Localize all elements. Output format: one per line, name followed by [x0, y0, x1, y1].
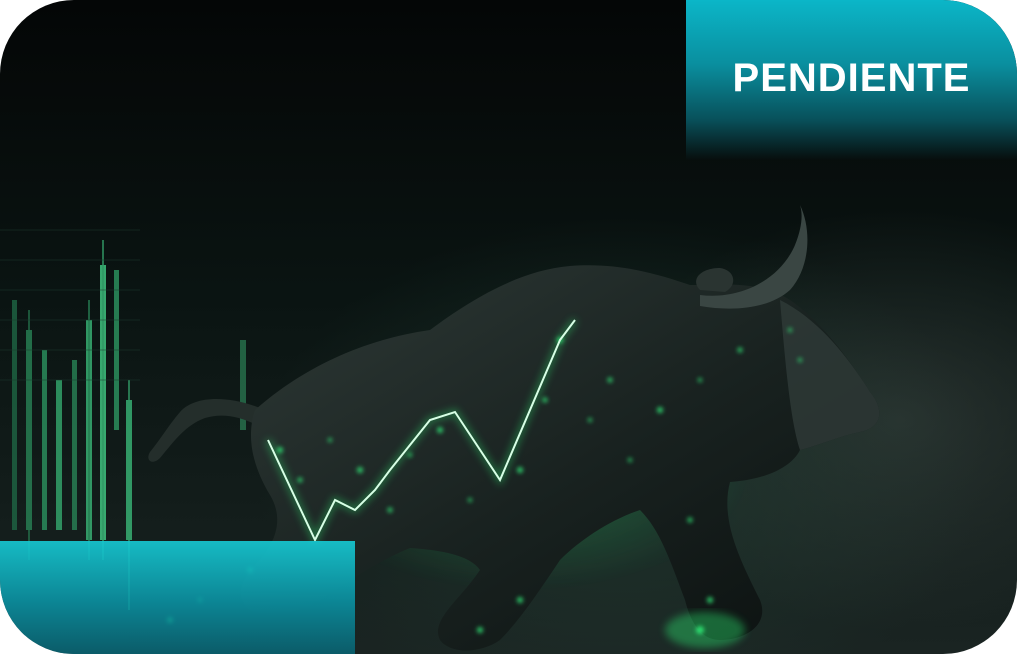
- status-badge: PENDIENTE: [686, 0, 1017, 160]
- price-trend-line: [265, 318, 578, 547]
- cyan-overlay-panel: [0, 541, 355, 654]
- grid-lines-background: [0, 229, 140, 381]
- status-badge-label: PENDIENTE: [732, 56, 971, 100]
- bull-silhouette: [148, 205, 880, 651]
